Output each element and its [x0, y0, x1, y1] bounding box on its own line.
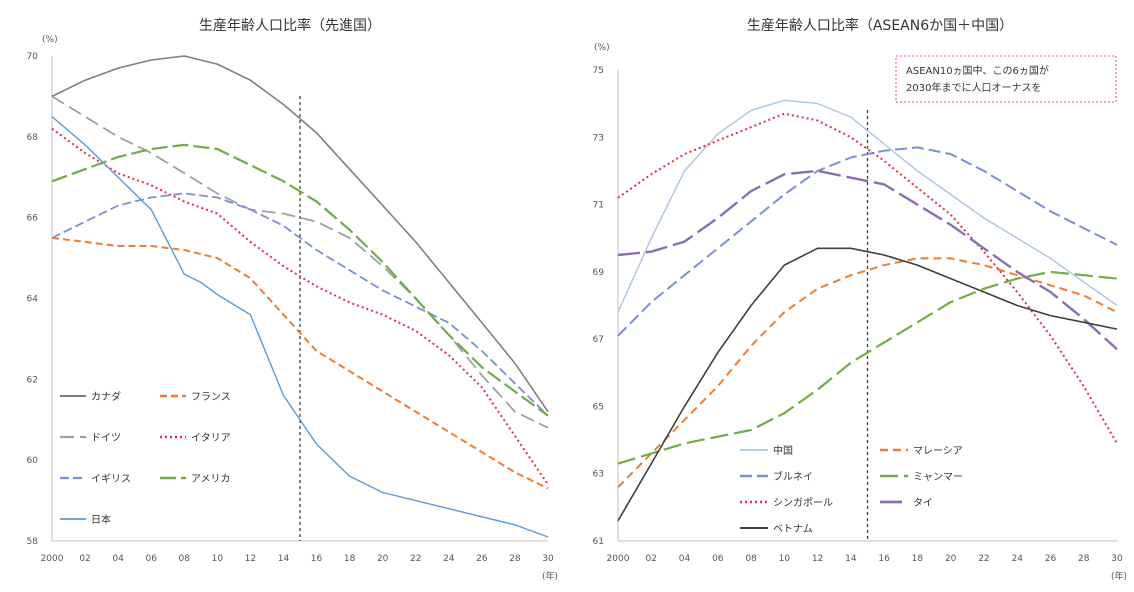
x-tick-label: 04	[112, 554, 124, 564]
y-tick-label: 61	[593, 537, 604, 547]
legend-label: 日本	[91, 513, 111, 526]
chart-title: 生産年齢人口比率（ASEAN6か国＋中国）	[747, 17, 1013, 34]
y-tick-label: 69	[593, 268, 605, 278]
y-tick-label: 63	[593, 470, 604, 480]
series-line-カナダ	[51, 55, 549, 413]
series-line-マレーシア	[617, 257, 1118, 488]
y-tick-label: 62	[27, 375, 38, 385]
x-tick-label: 16	[878, 554, 890, 564]
x-tick-label: 10	[212, 554, 224, 564]
x-tick-label: 02	[79, 554, 90, 564]
series-line-ブルネイ	[617, 146, 1118, 337]
y-tick-label: 73	[593, 133, 604, 143]
x-tick-label: 22	[410, 554, 421, 564]
x-tick-label: 14	[278, 554, 290, 564]
series-line-アメリカ	[51, 143, 549, 417]
x-tick-label: 2000	[607, 554, 630, 564]
y-axis-unit: (%)	[42, 35, 58, 45]
y-tick-label: 60	[27, 456, 39, 466]
series-line-イタリア	[51, 127, 549, 485]
legend-label: ドイツ	[91, 433, 121, 444]
legend-label: イタリア	[191, 432, 231, 444]
legend-label: ブルネイ	[773, 470, 813, 483]
x-tick-label: 30	[1111, 554, 1123, 564]
x-tick-label: 22	[978, 554, 989, 564]
x-tick-label: 18	[912, 554, 924, 564]
x-tick-label: 10	[779, 554, 791, 564]
y-tick-label: 64	[27, 295, 39, 305]
x-tick-label: 18	[344, 554, 356, 564]
series-line-ベトナム	[617, 247, 1118, 522]
series-line-フランス	[51, 236, 549, 490]
x-tick-label: 14	[845, 554, 857, 564]
legend-label: イギリス	[91, 473, 131, 485]
legend-label: ベトナム	[773, 523, 813, 535]
chart-1: 生産年齢人口比率（先進国） (%) 58 60 62 64 66 68 70 2000 02 04 06…	[27, 17, 558, 582]
x-tick-label: 04	[679, 554, 691, 564]
x-tick-label: 24	[443, 554, 455, 564]
series-line-日本	[51, 116, 549, 538]
y-tick-label: 66	[27, 214, 39, 224]
legend-label: アメリカ	[191, 473, 231, 485]
x-tick-label: 20	[945, 554, 957, 564]
x-axis-unit: (年)	[542, 570, 558, 582]
y-tick-label: 65	[593, 402, 604, 412]
chart-title: 生産年齢人口比率（先進国）	[199, 17, 381, 34]
annotation-box	[895, 55, 1117, 103]
annotation-text: ASEAN10ヵ国中、この6ヵ国が	[906, 64, 1049, 77]
legend-label: 中国	[773, 444, 793, 457]
legend-label: マレーシア	[913, 446, 963, 457]
x-tick-label: 02	[646, 554, 657, 564]
series-line-タイ	[617, 169, 1118, 351]
legend-label: フランス	[191, 391, 231, 403]
x-tick-label: 30	[542, 554, 554, 564]
y-tick-label: 70	[27, 52, 39, 62]
x-axis-unit: (年)	[1111, 570, 1127, 582]
y-tick-label: 67	[593, 335, 604, 345]
legend-label: ミャンマー	[913, 472, 963, 483]
x-tick-label: 26	[1045, 554, 1057, 564]
y-axis-unit: (%)	[594, 43, 610, 53]
x-tick-label: 06	[712, 554, 724, 564]
x-tick-label: 28	[1078, 554, 1090, 564]
y-tick-label: 68	[27, 133, 39, 143]
chart-2: 生産年齢人口比率（ASEAN6か国＋中国） (%) 61 63 65 67 69 71 73 75…	[593, 17, 1127, 582]
x-tick-label: 06	[145, 554, 157, 564]
x-tick-label: 12	[245, 554, 256, 564]
x-tick-label: 26	[476, 554, 488, 564]
series-line-ミャンマー	[617, 270, 1118, 465]
y-tick-label: 58	[27, 537, 39, 547]
x-tick-label: 20	[377, 554, 389, 564]
series-line-イギリス	[51, 192, 549, 417]
legend-label: カナダ	[91, 390, 121, 403]
x-tick-label: 16	[311, 554, 323, 564]
y-tick-label: 75	[593, 66, 604, 76]
x-tick-label: 28	[509, 554, 521, 564]
x-tick-label: 08	[745, 554, 757, 564]
x-tick-label: 12	[812, 554, 823, 564]
y-tick-label: 71	[593, 201, 604, 211]
legend-label: シンガポール	[773, 497, 833, 509]
x-tick-label: 08	[179, 554, 191, 564]
annotation-text: 2030年までに人口オーナスを	[906, 81, 1041, 94]
series-line-中国	[617, 99, 1118, 313]
x-tick-label: 2000	[41, 554, 64, 564]
x-tick-label: 24	[1011, 554, 1023, 564]
legend-label: タイ	[913, 497, 933, 509]
